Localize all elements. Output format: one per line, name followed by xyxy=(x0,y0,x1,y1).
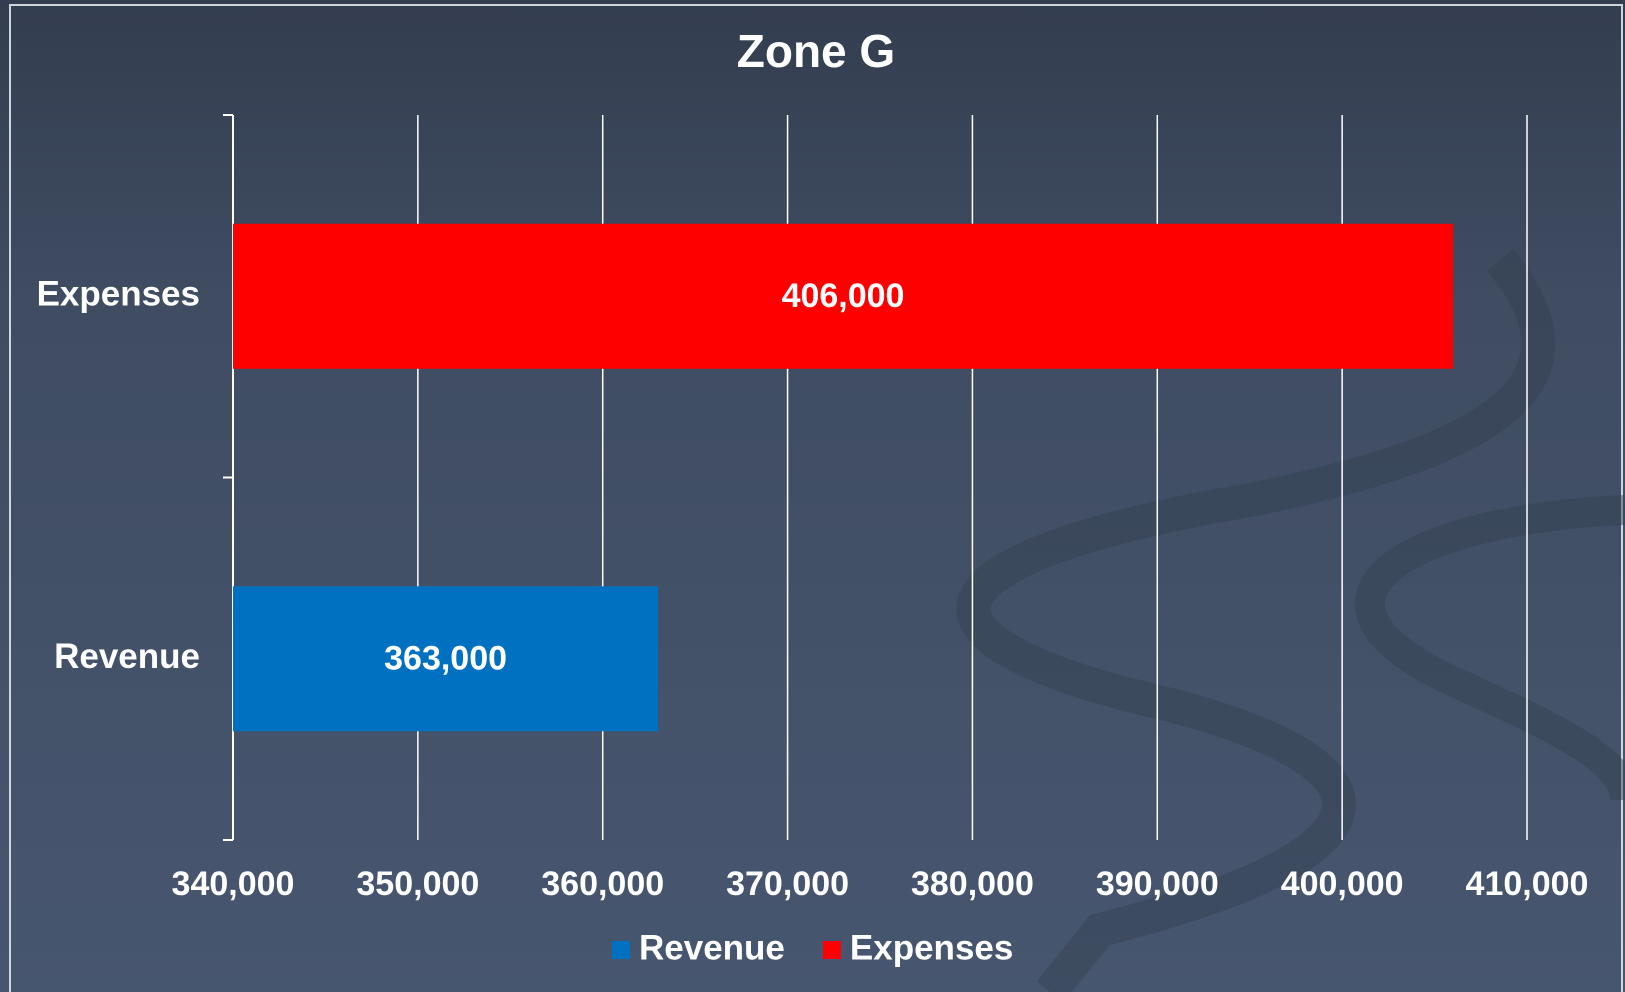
y-tick-label: Expenses xyxy=(37,275,200,314)
x-tick-label: 340,000 xyxy=(172,865,295,903)
legend-swatch xyxy=(822,941,841,959)
x-tick-label: 350,000 xyxy=(356,865,479,903)
legend-label: Revenue xyxy=(639,928,785,967)
x-tick-label: 400,000 xyxy=(1281,865,1404,903)
chart-title: Zone G xyxy=(737,25,895,77)
bar xyxy=(233,223,1454,369)
x-tick-label: 410,000 xyxy=(1466,865,1589,903)
x-tick-label: 360,000 xyxy=(541,865,664,903)
x-tick-label: 380,000 xyxy=(911,865,1034,903)
decoration xyxy=(1354,495,1625,802)
frame xyxy=(9,4,1623,992)
decoration xyxy=(956,249,1556,992)
data-label: 363,000 xyxy=(384,640,507,678)
bar xyxy=(233,586,659,732)
x-tick-label: 370,000 xyxy=(726,865,849,903)
legend-swatch xyxy=(612,941,630,959)
legend-label: Expenses xyxy=(850,928,1013,967)
y-tick-label: Revenue xyxy=(54,637,200,676)
plot-area: 340,000 350,000 360,000 370,000 380,000 390,0… xyxy=(37,114,1589,967)
data-label: 406,000 xyxy=(782,277,905,315)
x-tick-label: 390,000 xyxy=(1096,865,1219,903)
